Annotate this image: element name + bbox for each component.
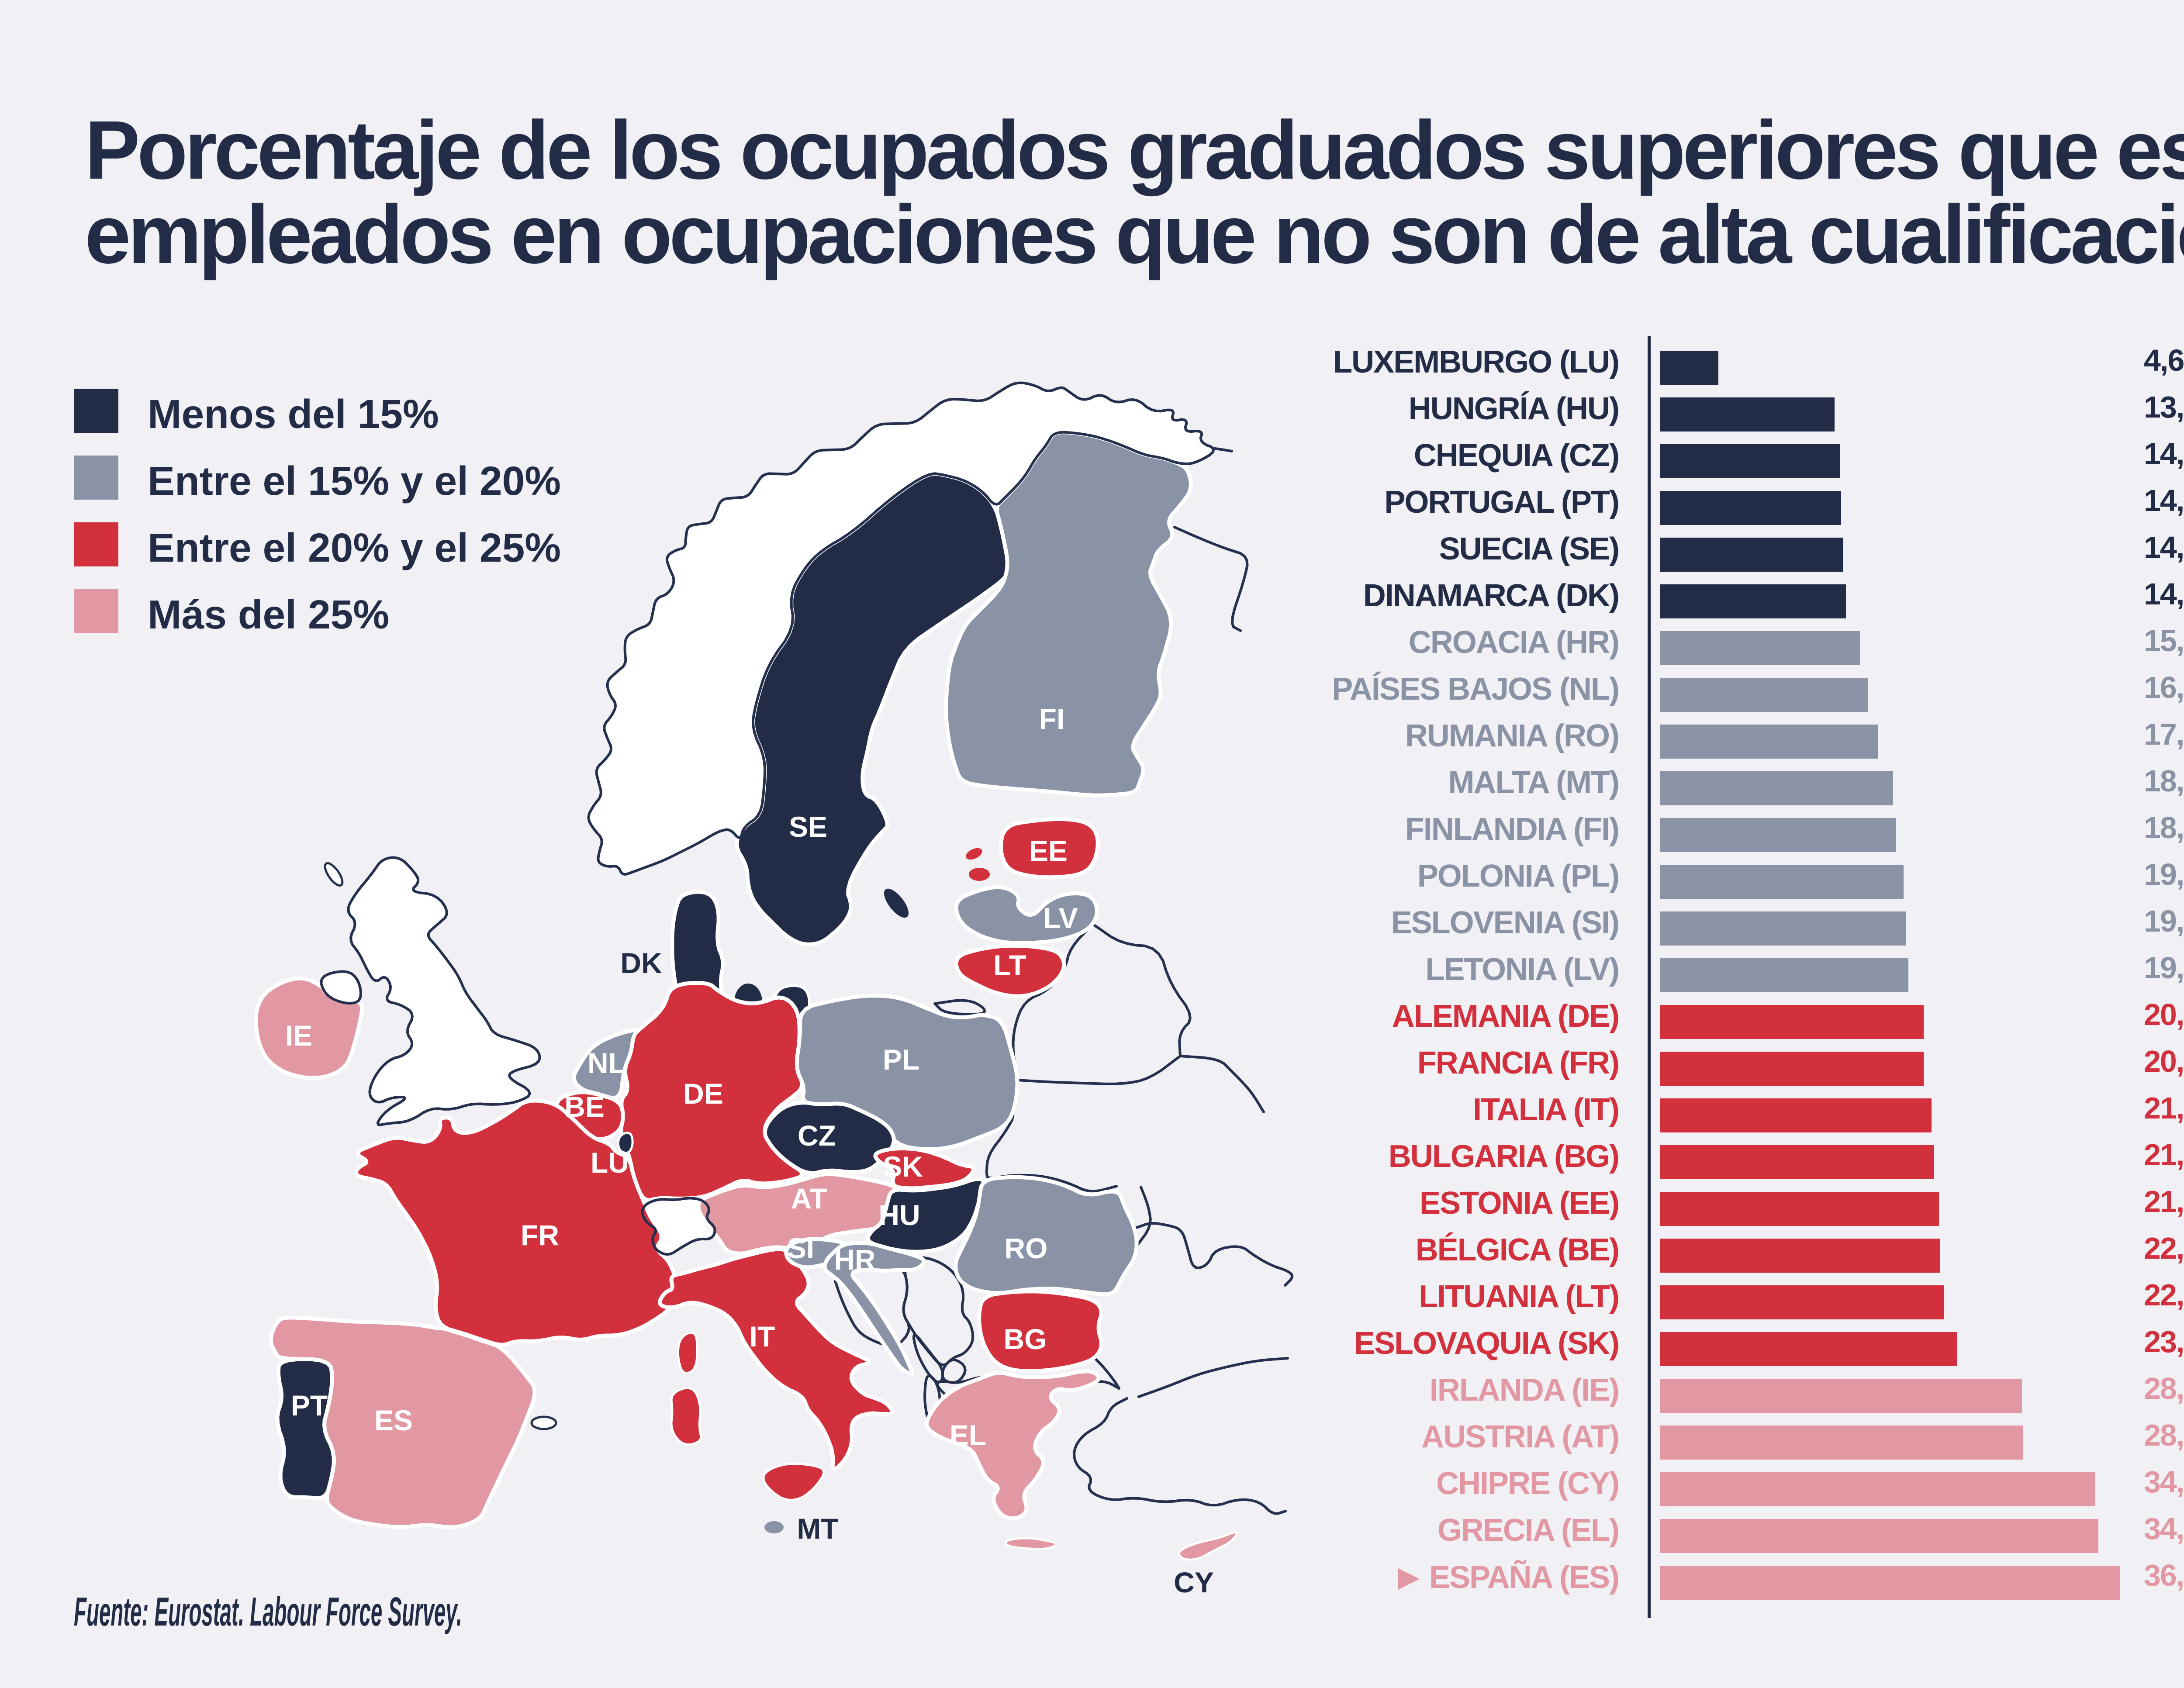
svg-text:SI: SI	[787, 1232, 814, 1264]
svg-text:SE: SE	[789, 811, 827, 843]
svg-text:CY: CY	[1174, 1566, 1214, 1598]
svg-text:SK: SK	[883, 1150, 923, 1183]
svg-text:IT: IT	[750, 1320, 775, 1353]
svg-text:BG: BG	[1004, 1323, 1047, 1355]
svg-text:EE: EE	[1029, 835, 1068, 867]
svg-text:HR: HR	[834, 1243, 875, 1276]
svg-text:BE: BE	[564, 1091, 605, 1123]
svg-text:PL: PL	[883, 1043, 919, 1076]
svg-text:FR: FR	[521, 1219, 559, 1251]
svg-text:CZ: CZ	[798, 1119, 836, 1152]
svg-text:LV: LV	[1043, 902, 1078, 934]
svg-text:DE: DE	[683, 1077, 723, 1110]
svg-text:LU: LU	[591, 1146, 629, 1179]
svg-text:AT: AT	[791, 1182, 827, 1215]
svg-text:PT: PT	[291, 1389, 328, 1422]
svg-text:ES: ES	[374, 1404, 413, 1436]
svg-text:MT: MT	[797, 1512, 838, 1545]
svg-text:LT: LT	[993, 949, 1026, 981]
svg-text:DK: DK	[620, 947, 662, 979]
svg-text:EL: EL	[950, 1419, 986, 1451]
svg-text:NL: NL	[587, 1047, 626, 1079]
svg-text:HU: HU	[878, 1199, 920, 1231]
svg-text:RO: RO	[1005, 1232, 1048, 1264]
svg-text:FI: FI	[1039, 703, 1065, 735]
svg-text:IE: IE	[285, 1019, 312, 1052]
